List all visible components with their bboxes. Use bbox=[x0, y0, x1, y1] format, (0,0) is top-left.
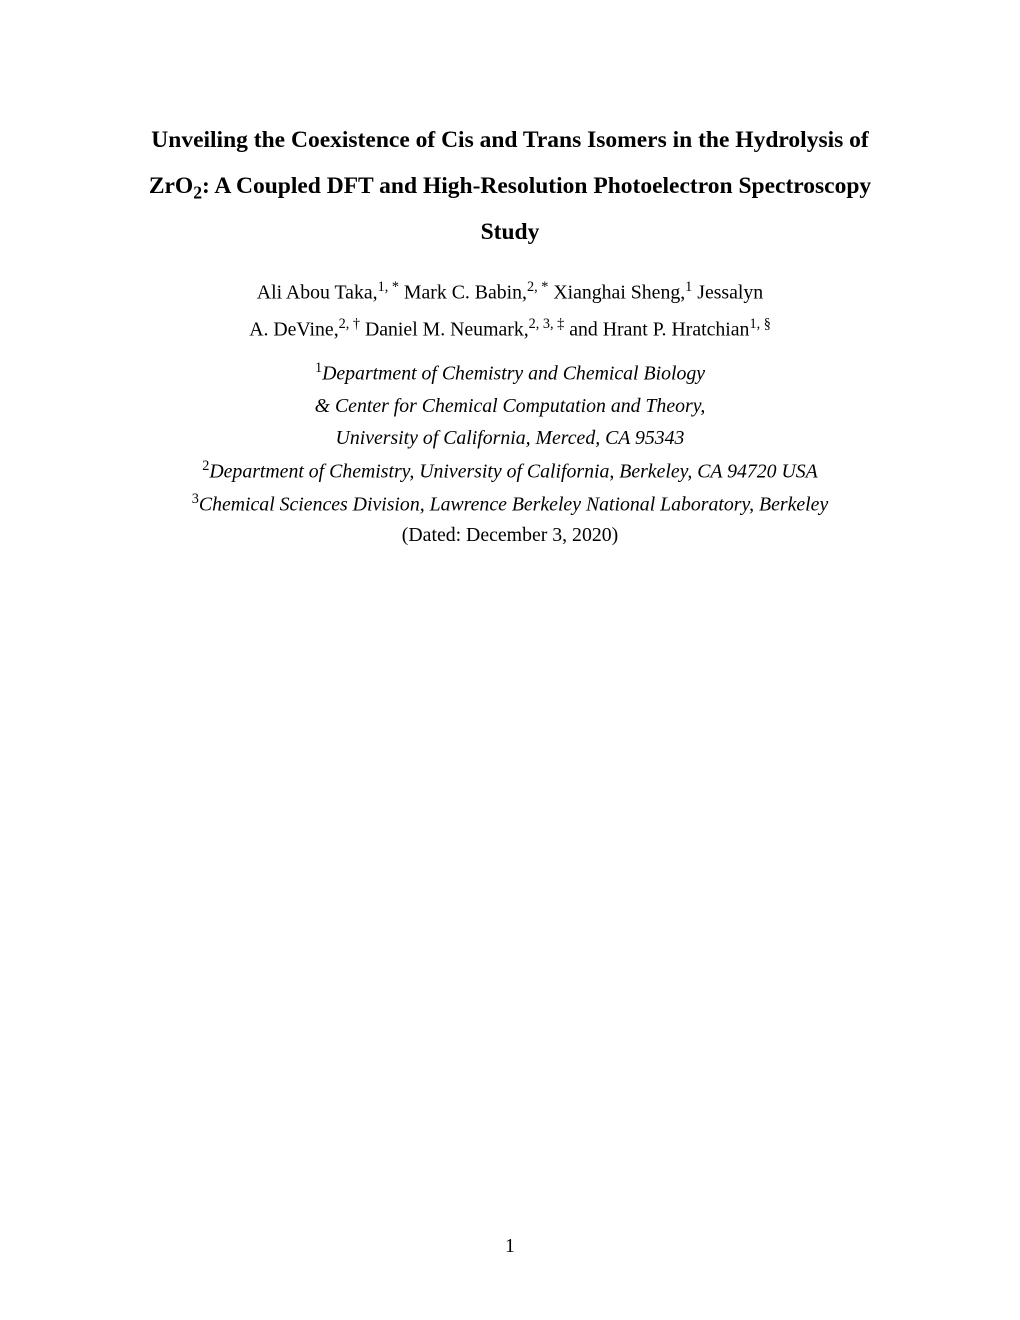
title-line-1: Unveiling the Coexistence of Cis and Tra… bbox=[151, 127, 868, 153]
author-list: Ali Abou Taka,1, * Mark C. Babin,2, * Xi… bbox=[112, 274, 908, 350]
author-3-name: Xianghai Sheng, bbox=[553, 281, 685, 303]
author-and: and bbox=[569, 319, 598, 341]
affil-1-line2: & Center for Chemical Computation and Th… bbox=[315, 395, 706, 417]
author-2-name: Mark C. Babin, bbox=[404, 281, 527, 303]
author-1-name: Ali Abou Taka, bbox=[257, 281, 378, 303]
author-5-affil: 2, 3, ‡ bbox=[529, 316, 565, 332]
author-4-firstname: Jessalyn bbox=[697, 281, 763, 303]
dated-line: (Dated: December 3, 2020) bbox=[112, 524, 908, 547]
affil-1-line1: Department of Chemistry and Chemical Bio… bbox=[322, 363, 705, 385]
author-2-affil: 2, * bbox=[527, 279, 548, 295]
author-4-affil: 2, † bbox=[339, 316, 360, 332]
author-6-affil: 1, § bbox=[749, 316, 770, 332]
page-number: 1 bbox=[0, 1235, 1020, 1258]
title-line-2-rest: : A Coupled DFT and High-Resolution Phot… bbox=[202, 173, 871, 199]
title-line-2-prefix: ZrO bbox=[149, 173, 193, 199]
affil-3-text: Chemical Sciences Division, Lawrence Ber… bbox=[199, 493, 828, 515]
title-subscript: 2 bbox=[193, 183, 202, 203]
affiliation-list: 1Department of Chemistry and Chemical Bi… bbox=[112, 357, 908, 520]
author-3-affil: 1 bbox=[685, 279, 692, 295]
author-1-affil: 1, * bbox=[378, 279, 399, 295]
title-line-3: Study bbox=[481, 219, 540, 245]
author-5-name: Daniel M. Neumark, bbox=[365, 319, 529, 341]
author-4-name: A. DeVine, bbox=[249, 319, 338, 341]
affil-1-line3: University of California, Merced, CA 953… bbox=[336, 427, 685, 449]
page-container: Unveiling the Coexistence of Cis and Tra… bbox=[0, 0, 1020, 1320]
author-6-name: Hrant P. Hratchian bbox=[603, 319, 750, 341]
affil-3-sup: 3 bbox=[192, 491, 199, 507]
paper-title: Unveiling the Coexistence of Cis and Tra… bbox=[112, 118, 908, 256]
affil-2-text: Department of Chemistry, University of C… bbox=[209, 460, 817, 482]
